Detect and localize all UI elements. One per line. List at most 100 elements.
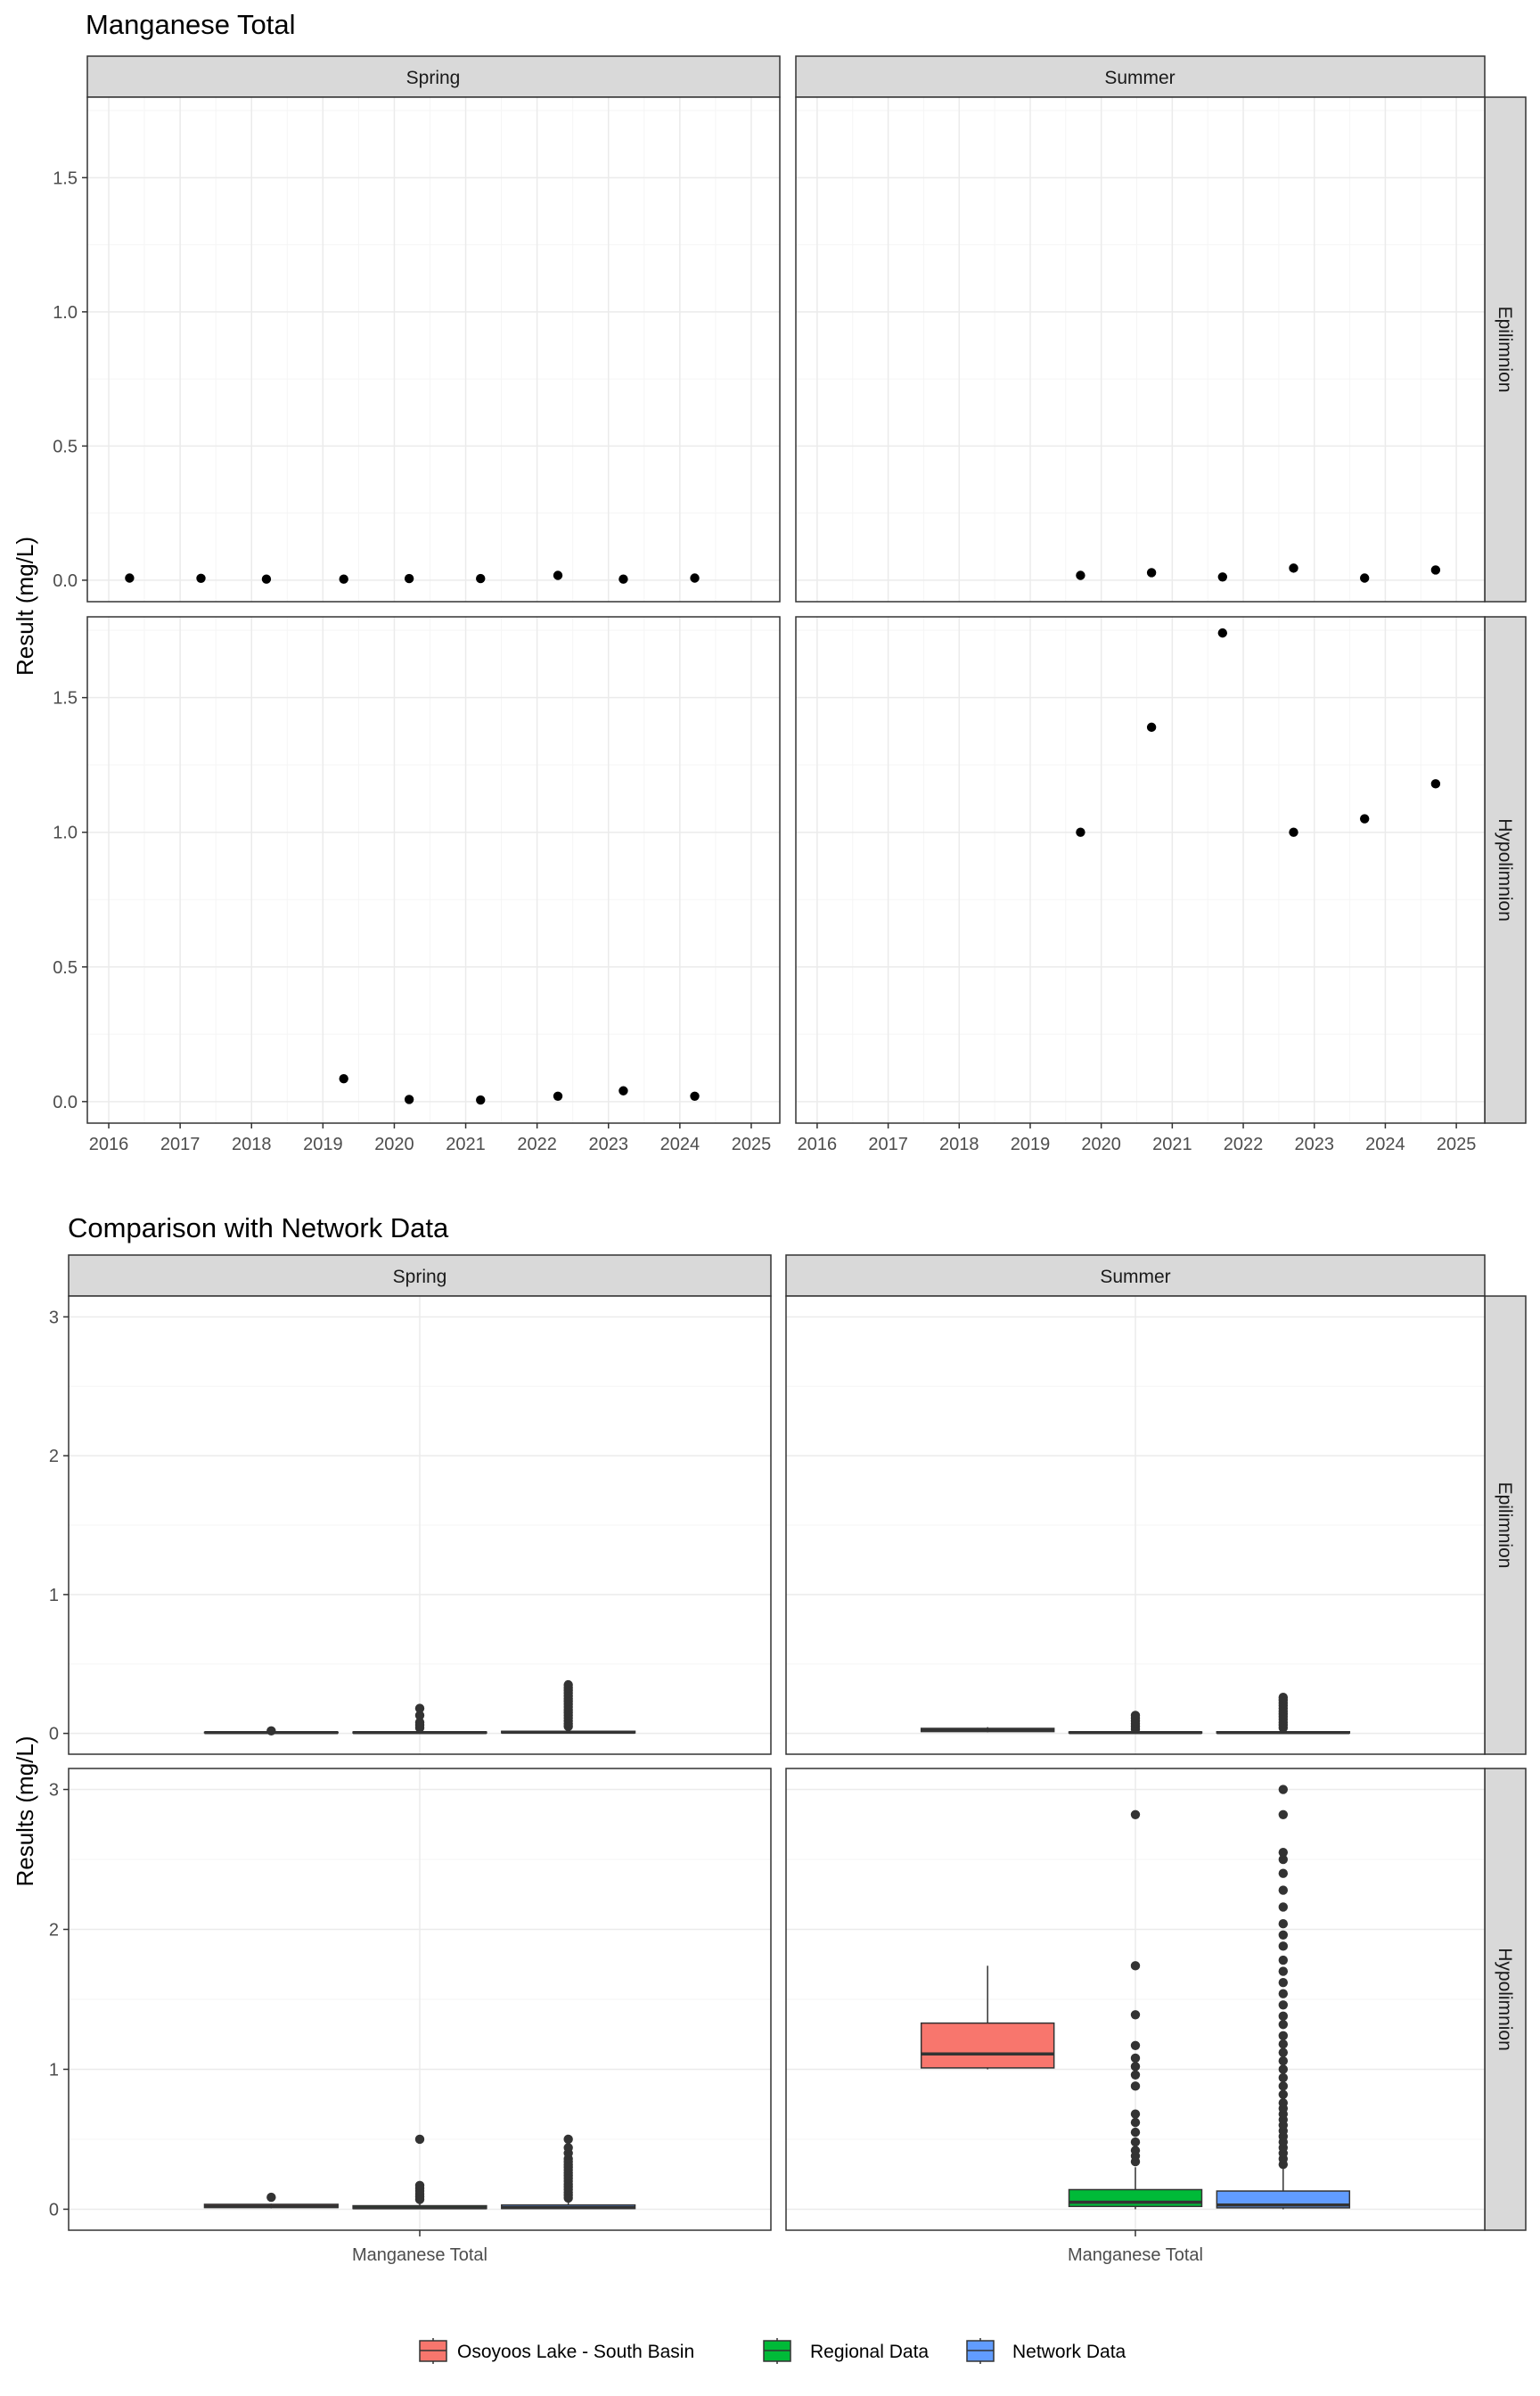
scatter-x-tick-label: 2017 (868, 1135, 908, 1154)
box-strip-epilimnion: Epilimnion (1484, 1295, 1527, 1755)
scatter-strip-epilimnion: Epilimnion (1484, 96, 1527, 603)
box-osoyoos-lake-south-basin (920, 1727, 1055, 1733)
scatter-x-tick-label: 2023 (1294, 1135, 1334, 1154)
scatter-y-tick-label: 0.5 (53, 437, 78, 456)
scatter-y-tick-label: 1.0 (53, 303, 78, 323)
box-panel-spring-epilimnion-border (68, 1295, 772, 1755)
scatter-point (1359, 814, 1370, 824)
scatter-panel-summer-hypolimnion: 2016 2017 2018 2019 2020 2021 2022 2023 2024 2025 (795, 616, 1486, 1154)
scatter-point (690, 1091, 700, 1101)
scatter-y-tick-label: 1.0 (53, 824, 78, 843)
box-osoyoos-lake-south-basin-iqr (920, 2022, 1055, 2069)
box-network-data (501, 2134, 636, 2210)
scatter-y-axis-title: Result (mg/L) (12, 537, 38, 676)
box-regional-data-outlier (1130, 2070, 1141, 2080)
box-network-data-outlier (1278, 2039, 1289, 2049)
box-network-data-outlier (1278, 2055, 1289, 2066)
scatter-x-tick-label: 2022 (517, 1135, 557, 1154)
scatter-point (553, 570, 563, 580)
box-regional-data-outlier (414, 2134, 425, 2145)
box-y-tick-label: 0 (49, 2200, 59, 2220)
box-regional-data-outlier (1130, 1711, 1141, 1720)
box-regional-data (1068, 1809, 1203, 2210)
box-regional-data-outlier (1130, 2053, 1141, 2064)
scatter-point (1146, 568, 1157, 578)
scatter-x-tick-label: 2020 (1081, 1135, 1121, 1154)
scatter-x-tick-label: 2016 (89, 1135, 129, 1154)
scatter-chart-title: Manganese Total (86, 9, 296, 40)
box-network-data-outlier (1278, 2047, 1289, 2057)
box-panel-spring-hypolimnion: 0 1 2 3 (49, 1768, 772, 2231)
box-osoyoos-lake-south-basin (203, 1726, 339, 1736)
box-strip-summer: Summer (785, 1254, 1486, 1297)
box-network-data-outlier (1278, 1785, 1289, 1794)
scatter-x-tick-label: 2016 (798, 1135, 838, 1154)
box-network-data (1216, 1692, 1351, 1735)
legend-item-osoyoos: Osoyoos Lake - South Basin (419, 2338, 694, 2364)
scatter-strip-spring: Spring (86, 55, 781, 98)
scatter-point (1076, 570, 1085, 580)
box-network-data-outlier (1278, 1977, 1289, 1988)
box-panel-spring-hypolimnion-border (68, 1768, 772, 2231)
box-regional-data-iqr (1068, 2188, 1203, 2208)
scatter-y-tick-label: 0.0 (53, 1093, 78, 1112)
scatter-x-tick-label: 2020 (374, 1135, 414, 1154)
box-network-data-outlier (1278, 2089, 1289, 2099)
box-network-data-outlier (1278, 1930, 1289, 1940)
scatter-point (1430, 779, 1441, 789)
box-y-tick-label: 0 (49, 1725, 59, 1744)
box-regional-data-outlier (1130, 2127, 1141, 2138)
box-chart-title: Comparison with Network Data (68, 1212, 449, 1243)
legend-label-osoyoos: Osoyoos Lake - South Basin (457, 2342, 694, 2362)
box-chart-layer: 0 1 2 3 0 1 2 3 (49, 1295, 1486, 2231)
scatter-point (1289, 563, 1298, 573)
legend: Osoyoos Lake - South Basin Regional Data… (419, 2338, 1126, 2364)
box-regional-data (1068, 1711, 1203, 1735)
scatter-point (404, 573, 414, 584)
box-network-data-outlier (1278, 1902, 1289, 1912)
box-panel-summer-epilimnion-border (785, 1295, 1486, 1755)
box-regional-data-outlier (1130, 2117, 1141, 2128)
scatter-point (476, 573, 486, 584)
scatter-point (1359, 573, 1370, 583)
box-network-data-outlier (563, 2143, 573, 2153)
scatter-strip-summer-label: Summer (1104, 68, 1175, 88)
box-y-tick-label: 1 (49, 1586, 59, 1605)
legend-item-network: Network Data (966, 2338, 1126, 2364)
box-regional-data (352, 1703, 487, 1735)
scatter-x-tick-label: 2024 (660, 1135, 700, 1154)
box-network-data-outlier (1278, 1809, 1289, 1820)
box-network-data-outlier (563, 1679, 573, 1690)
box-regional-data-outlier (1130, 2146, 1141, 2155)
scatter-point (476, 1095, 486, 1105)
scatter-point (1146, 722, 1157, 733)
scatter-y-tick-label: 0.5 (53, 958, 78, 978)
scatter-point (1076, 827, 1085, 837)
box-regional-data-outlier (1130, 1809, 1141, 1820)
box-network-data-outlier (1278, 2097, 1289, 2108)
scatter-x-tick-label: 2024 (1365, 1135, 1405, 1154)
box-strip-summer-label: Summer (1100, 1267, 1170, 1287)
scatter-point (339, 574, 348, 584)
box-y-tick-label: 3 (49, 1308, 59, 1327)
scatter-x-tick-label: 2023 (589, 1135, 629, 1154)
legend-label-regional: Regional Data (810, 2342, 929, 2362)
box-network-data-outlier (1278, 2011, 1289, 2022)
scatter-point (125, 573, 135, 583)
box-network-data-outlier (1278, 1847, 1289, 1858)
box-y-tick-label: 2 (49, 1447, 59, 1466)
scatter-panel-summer-hypolimnion-border (795, 616, 1486, 1124)
box-regional-data-outlier (1130, 2062, 1141, 2072)
scatter-panel-spring-hypolimnion-background (87, 617, 780, 1123)
scatter-y-tick-label: 1.5 (53, 689, 78, 709)
scatter-panel-summer-hypolimnion-background (796, 617, 1485, 1123)
box-regional-data-outlier (1130, 2081, 1141, 2091)
box-osoyoos-lake-south-basin (920, 1965, 1055, 2070)
scatter-x-tick-label: 2017 (160, 1135, 201, 1154)
scatter-panel-summer-epilimnion (795, 96, 1486, 603)
box-x-category-summer: Manganese Total (1068, 2245, 1203, 2265)
scatter-point (690, 573, 700, 583)
box-y-tick-label: 3 (49, 1781, 59, 1801)
box-regional-data-outlier (1130, 2137, 1141, 2147)
